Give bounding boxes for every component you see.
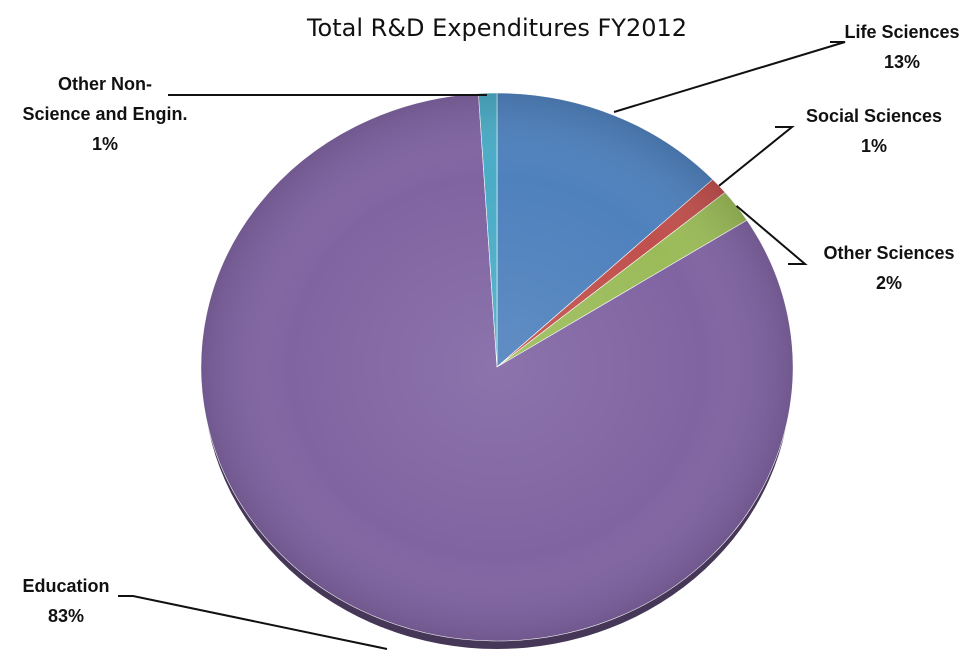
data-label: Education 83% [22, 576, 109, 626]
chart-title: Total R&D Expenditures FY2012 [306, 14, 687, 42]
data-label: Life Sciences 13% [844, 22, 959, 72]
data-label-line: 2% [876, 273, 902, 293]
data-label-line: 1% [92, 134, 118, 154]
slice-labels: Life Sciences 13% Social Sciences 1% Other S… [22, 22, 959, 626]
data-label: Other Non- Science and Engin. 1% [22, 74, 187, 154]
data-label-line: 83% [48, 606, 84, 626]
data-label: Social Sciences 1% [806, 106, 942, 156]
data-label-line: Other Non- [58, 74, 152, 94]
leader-lines [118, 41, 846, 650]
data-label: Other Sciences 2% [823, 243, 954, 293]
data-label-line: Other Sciences [823, 243, 954, 263]
data-label-line: Science and Engin. [22, 104, 187, 124]
data-label-line: Life Sciences [844, 22, 959, 42]
data-label-line: Education [22, 576, 109, 596]
leader-line [118, 595, 388, 650]
data-label-line: 13% [884, 52, 920, 72]
data-label-line: 1% [861, 136, 887, 156]
leader-line [718, 126, 795, 187]
data-label-line: Social Sciences [806, 106, 942, 126]
leader-line [735, 205, 808, 265]
pie-slices [200, 92, 794, 642]
leader-line [613, 41, 846, 113]
